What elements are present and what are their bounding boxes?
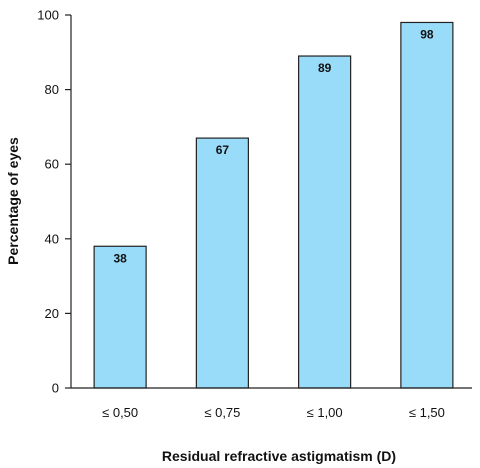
bar-data-label: 98	[420, 27, 434, 41]
x-tick-label: ≤ 0,50	[102, 405, 138, 420]
x-ticks-group: ≤ 0,50 ≤ 0,75 ≤ 1,00 ≤ 1,50	[102, 405, 445, 420]
x-axis-title: Residual refractive astigmatism (D)	[162, 448, 396, 464]
y-ticks-group: 0 20 40 60 80 100	[37, 8, 71, 396]
y-tick-label: 40	[45, 231, 59, 246]
x-tick-label: ≤ 1,50	[409, 405, 445, 420]
bars-group: 38 67 89 98	[93, 21, 454, 389]
y-tick-label: 80	[45, 82, 59, 97]
y-tick-label: 20	[45, 306, 59, 321]
x-tick-label: ≤ 1,00	[307, 405, 343, 420]
bar	[195, 137, 249, 389]
y-tick-label: 100	[37, 8, 59, 23]
x-tick-label: ≤ 0,75	[204, 405, 240, 420]
bar	[93, 245, 147, 389]
y-axis-title: Percentage of eyes	[5, 137, 21, 265]
bar-data-label: 38	[113, 251, 127, 265]
bar-data-label: 67	[216, 143, 230, 157]
y-tick-label: 60	[45, 157, 59, 172]
bar	[400, 21, 454, 389]
bar	[298, 55, 352, 389]
y-tick-label: 0	[52, 381, 59, 396]
bar-data-label: 89	[318, 61, 332, 75]
